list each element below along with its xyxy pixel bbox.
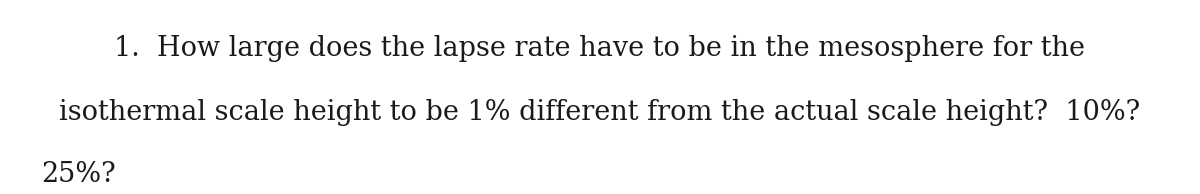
Text: 25%?: 25%? (41, 161, 115, 188)
Text: isothermal scale height to be 1% different from the actual scale height?  10%?: isothermal scale height to be 1% differe… (59, 99, 1141, 126)
Text: 1.  How large does the lapse rate have to be in the mesosphere for the: 1. How large does the lapse rate have to… (114, 35, 1086, 62)
